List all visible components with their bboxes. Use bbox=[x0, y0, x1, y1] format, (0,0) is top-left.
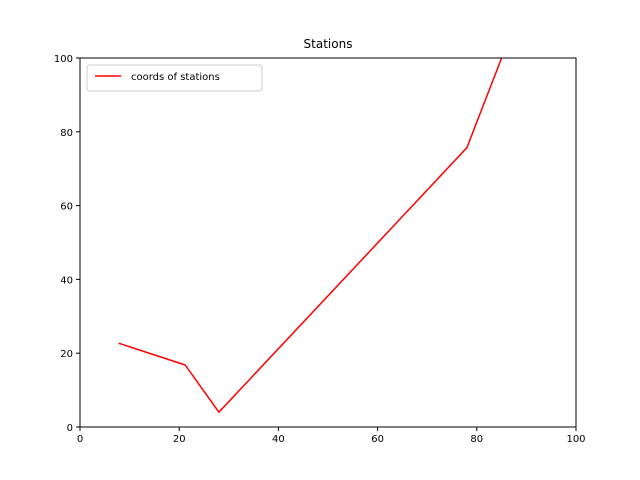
legend: coords of stations bbox=[86, 64, 263, 92]
x-tick-label: 80 bbox=[470, 434, 483, 445]
y-tick-label: 0 bbox=[67, 423, 73, 434]
y-tick-label: 100 bbox=[54, 54, 73, 65]
x-axis-ticks: 0 20 40 60 80 100 bbox=[77, 427, 586, 445]
x-tick-label: 100 bbox=[566, 434, 585, 445]
chart-title: Stations bbox=[304, 37, 353, 51]
x-tick-label: 60 bbox=[371, 434, 384, 445]
plot-frame bbox=[79, 57, 577, 428]
x-tick-label: 20 bbox=[173, 434, 186, 445]
y-tick-label: 40 bbox=[60, 275, 73, 286]
x-tick-label: 40 bbox=[272, 434, 285, 445]
y-tick-label: 20 bbox=[60, 349, 73, 360]
y-tick-label: 80 bbox=[60, 128, 73, 139]
y-tick-label: 60 bbox=[60, 202, 73, 213]
series-layer bbox=[118, 57, 503, 413]
legend-label: coords of stations bbox=[131, 72, 220, 83]
legend-box bbox=[86, 64, 263, 92]
y-axis-ticks: 0 20 40 60 80 100 bbox=[54, 54, 80, 434]
x-tick-label: 0 bbox=[77, 434, 83, 445]
series-line-0 bbox=[118, 57, 503, 413]
